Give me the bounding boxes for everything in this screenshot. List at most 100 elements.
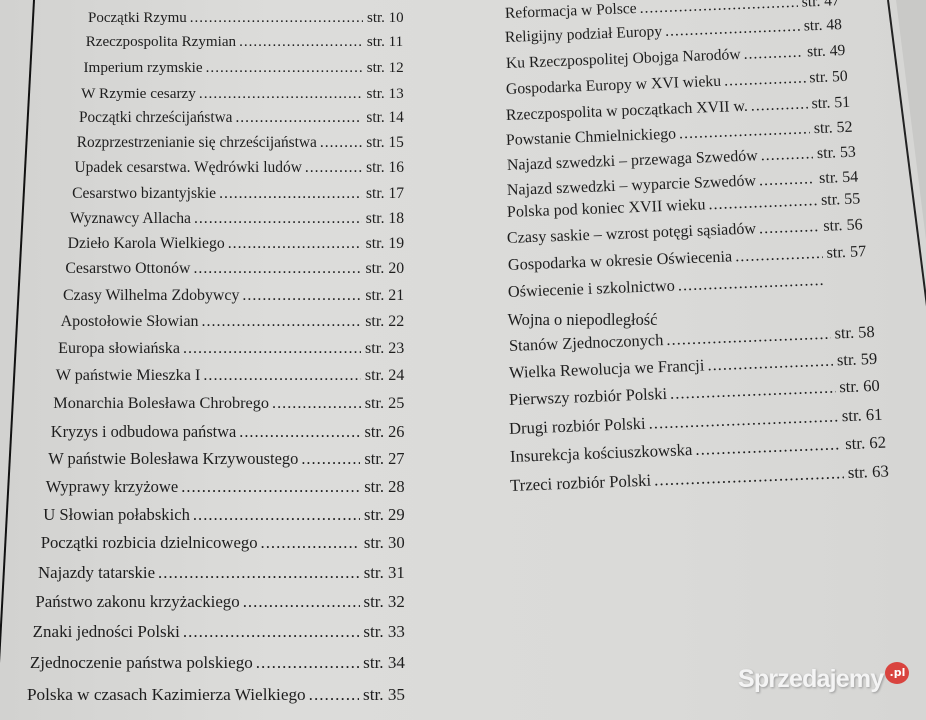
dot-leader xyxy=(320,134,362,152)
dot-leader xyxy=(202,313,362,331)
toc-entry: Dzieło Karola Wielkiego str. 19 xyxy=(68,235,414,253)
toc-entry-title-line1: Wojna o niepodległość xyxy=(507,309,658,329)
dot-leader xyxy=(242,287,361,305)
toc-entry-page: str. 30 xyxy=(363,533,405,553)
toc-entry-page: str. 61 xyxy=(841,405,884,426)
toc-entry-page xyxy=(829,282,877,284)
dot-leader xyxy=(309,685,359,705)
dot-leader xyxy=(734,244,822,266)
dot-leader xyxy=(724,70,806,91)
toc-entry-page: str. 58 xyxy=(833,321,875,342)
toc-entry-title: Monarchia Bolesława Chrobrego xyxy=(53,393,269,412)
toc-entry-page: str. 13 xyxy=(366,85,404,103)
dot-leader xyxy=(239,422,360,442)
dot-leader xyxy=(759,218,820,238)
toc-entry-title: W Rzymie cesarzy xyxy=(81,85,196,103)
right-border-line xyxy=(887,0,926,307)
toc-entry-page: str. 16 xyxy=(366,159,404,177)
toc-entry: Początki Rzymu str. 10 xyxy=(88,10,415,27)
toc-entry-page: str. 60 xyxy=(838,376,881,397)
toc-entry-page: str. 21 xyxy=(365,286,405,304)
toc-entry-title: Polska w czasach Kazimierza Wielkiego xyxy=(27,684,306,704)
toc-entry-page: str. 35 xyxy=(363,684,406,704)
toc-entry-title: W państwie Bolesława Krzywoustego xyxy=(48,449,299,469)
toc-entry-page: str. 53 xyxy=(816,143,856,162)
toc-entry-page: str. 28 xyxy=(364,477,405,497)
toc-entry-page: str. 14 xyxy=(366,109,404,127)
dot-leader xyxy=(256,653,359,673)
toc-entry: W państwie Bolesława Krzywoustego str. 27 xyxy=(48,449,412,469)
dot-leader xyxy=(272,394,361,413)
toc-entry: Monarchia Bolesława Chrobrego str. 25 xyxy=(53,394,412,413)
toc-entry-title: Zjednoczenie państwa polskiego xyxy=(29,653,253,673)
toc-entry-title: Rzeczpospolita Rzymian xyxy=(85,34,237,51)
toc-entry-page: str. 32 xyxy=(363,592,405,612)
toc-entry-page: str. 25 xyxy=(364,393,405,412)
toc-entry-title: Początki chrześcijaństwa xyxy=(78,109,233,127)
toc-entry-title: Znaki jedności Polski xyxy=(32,622,180,642)
toc-entry-title: Wyznawcy Allacha xyxy=(69,210,191,228)
toc-entry-title: Imperium rzymskie xyxy=(83,59,203,77)
toc-entry-title: W państwie Mieszka I xyxy=(55,366,201,384)
toc-entry-page: str. 47 xyxy=(801,0,840,11)
toc-entry-page: str. 62 xyxy=(844,432,887,454)
dot-leader xyxy=(261,533,360,553)
toc-entry: W państwie Mieszka I str. 24 xyxy=(56,367,413,385)
toc-entry-page: str. 49 xyxy=(806,42,846,61)
toc-entry-page: str. 59 xyxy=(836,349,878,370)
dot-leader xyxy=(190,10,363,27)
toc-entry-page: str. 19 xyxy=(365,234,405,252)
toc-entry: Wyznawcy Allacha str. 18 xyxy=(70,210,414,228)
toc-entry-page: str. 31 xyxy=(363,563,405,583)
toc-entry: Rzeczpospolita Rzymian str. 11 xyxy=(86,34,415,51)
dot-leader xyxy=(243,592,360,612)
toc-entry: Upadek cesarstwa. Wędrówki ludów str. 16 xyxy=(74,159,414,177)
toc-entry-title: Rozprzestrzenianie się chrześcijaństwa xyxy=(76,134,317,152)
dot-leader xyxy=(305,159,362,177)
toc-entry-title: Państwo zakonu krzyżackiego xyxy=(35,592,240,612)
toc-entry-page: str. 29 xyxy=(364,505,405,525)
toc-entry-page: str. 50 xyxy=(808,67,848,87)
toc-entry-title: Kryzys i odbudowa państwa xyxy=(50,421,237,441)
dot-leader xyxy=(743,44,803,64)
toc-entry: Zjednoczenie państwa polskiego str. 34 xyxy=(30,653,411,673)
adjacent-page-edge xyxy=(896,0,926,240)
toc-entry-page: str. 20 xyxy=(365,259,405,277)
toc-entry: Cesarstwo bizantyjskie str. 17 xyxy=(72,185,414,203)
toc-entry: Rozprzestrzenianie się chrześcijaństwa st… xyxy=(77,134,415,152)
toc-entry-page: str. 15 xyxy=(366,134,404,152)
toc-entry: Cesarstwo Ottonów str. 20 xyxy=(65,260,413,278)
dot-leader xyxy=(206,59,363,77)
toc-entry-page: str. 52 xyxy=(813,118,854,138)
toc-entry-page: str. 51 xyxy=(811,93,851,113)
toc-entry-page: str. 33 xyxy=(363,622,405,642)
dot-leader xyxy=(301,449,360,469)
toc-entry: Najazdy tatarskie str. 31 xyxy=(38,563,412,583)
dot-leader xyxy=(750,95,808,115)
toc-entry-page: str. 23 xyxy=(365,339,405,357)
dot-leader xyxy=(193,505,360,525)
toc-entry-title: Upadek cesarstwa. Wędrówki ludów xyxy=(74,159,302,177)
toc-entry: W Rzymie cesarzy str. 13 xyxy=(81,85,414,103)
dot-leader xyxy=(181,477,360,497)
dot-leader xyxy=(708,192,817,214)
toc-entry-title: Europa słowiańska xyxy=(58,339,180,357)
toc-entry-page: str. 26 xyxy=(364,421,405,441)
toc-entry-title: Początki Rzymu xyxy=(88,9,187,26)
dot-leader xyxy=(235,109,362,127)
toc-entry: U Słowian połabskich str. 29 xyxy=(43,505,412,525)
left-border-line xyxy=(0,0,35,664)
toc-entry-page: str. 17 xyxy=(365,185,405,203)
toc-entry-page: str. 34 xyxy=(363,653,405,673)
toc-entry-page: str. 18 xyxy=(365,210,405,228)
dot-leader xyxy=(203,367,361,385)
dot-leader xyxy=(219,185,362,203)
toc-entry: Znaki jedności Polski str. 33 xyxy=(33,622,412,642)
toc-entry: Czasy Wilhelma Zdobywcy str. 21 xyxy=(63,287,413,305)
toc-entry: Kryzys i odbudowa państwa str. 26 xyxy=(51,422,413,442)
toc-entry-title: Czasy Wilhelma Zdobywcy xyxy=(62,286,240,304)
toc-entry: Europa słowiańska str. 23 xyxy=(58,340,413,358)
toc-entry-title: Wyprawy krzyżowe xyxy=(45,477,179,497)
toc-entry-page: str. 54 xyxy=(818,168,859,187)
